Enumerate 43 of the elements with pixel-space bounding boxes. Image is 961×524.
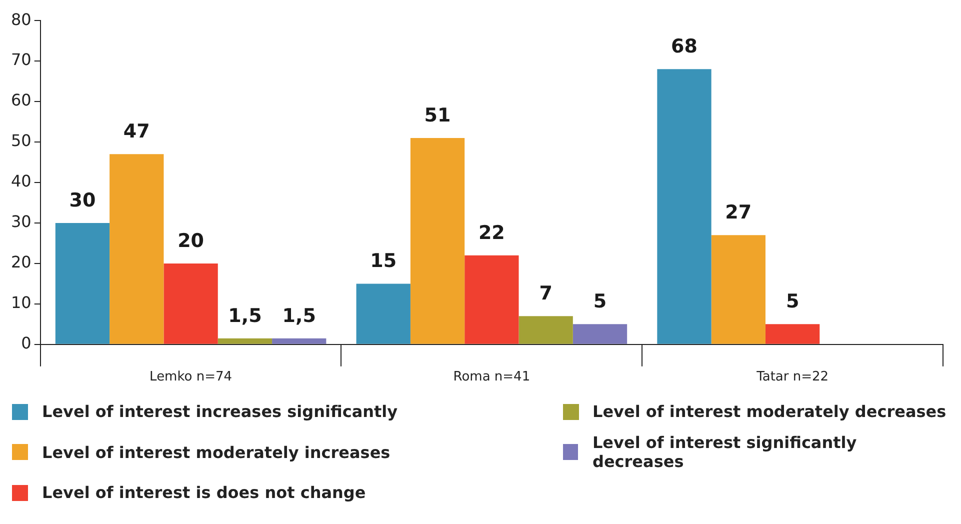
y-tick-label: 0 <box>21 334 32 353</box>
y-tick-label: 40 <box>11 172 32 191</box>
data-label: 22 <box>478 222 505 244</box>
bar <box>518 316 573 344</box>
bar <box>164 263 218 344</box>
bar <box>356 284 410 344</box>
x-tick-label: Tatar n=22 <box>756 370 829 385</box>
y-tick-label: 20 <box>11 252 32 272</box>
y-tick-label: 50 <box>11 131 32 150</box>
bar <box>272 338 326 344</box>
data-label: 27 <box>725 202 752 224</box>
legend-label: Level of interest increases significantly <box>42 402 398 421</box>
y-tick-label: 70 <box>11 50 32 70</box>
data-label: 20 <box>178 230 204 252</box>
bar <box>464 255 519 344</box>
data-label: 47 <box>123 120 150 143</box>
bar <box>711 235 766 344</box>
data-label: 68 <box>671 36 698 58</box>
y-tick-label: 30 <box>11 212 32 232</box>
data-label: 1,5 <box>228 304 262 327</box>
data-label: 30 <box>69 189 96 212</box>
legend-label: Level of interest significantly decreases <box>592 433 858 471</box>
y-tick-label: 60 <box>11 90 32 110</box>
y-tick-label: 10 <box>11 293 32 312</box>
bar <box>55 222 110 344</box>
legend-label: Level of interest moderately decreases <box>592 402 946 421</box>
bar <box>110 154 164 344</box>
bar <box>572 324 628 344</box>
x-tick-label: Lemko n=74 <box>150 370 232 385</box>
legend-label: Level of interest is does not change <box>42 483 366 502</box>
data-label: 51 <box>424 104 451 126</box>
data-label: 15 <box>370 250 397 272</box>
data-label: 7 <box>539 282 552 305</box>
x-tick-label: Roma n=41 <box>453 370 530 385</box>
bar <box>765 324 820 344</box>
data-label: 5 <box>786 290 800 313</box>
legend-label: Level of interest moderately increases <box>42 442 390 462</box>
bar <box>657 69 712 344</box>
data-label: 1,5 <box>282 304 316 327</box>
y-tick-label: 80 <box>11 10 32 29</box>
bar <box>218 338 272 344</box>
data-label: 5 <box>593 290 607 313</box>
bar <box>410 138 465 344</box>
